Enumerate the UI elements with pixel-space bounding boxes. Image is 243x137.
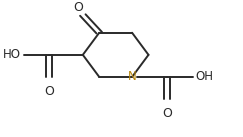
- Text: OH: OH: [196, 70, 214, 83]
- Text: N: N: [128, 70, 137, 83]
- Text: O: O: [44, 85, 54, 98]
- Text: O: O: [74, 1, 84, 14]
- Text: HO: HO: [3, 48, 21, 61]
- Text: O: O: [162, 107, 172, 120]
